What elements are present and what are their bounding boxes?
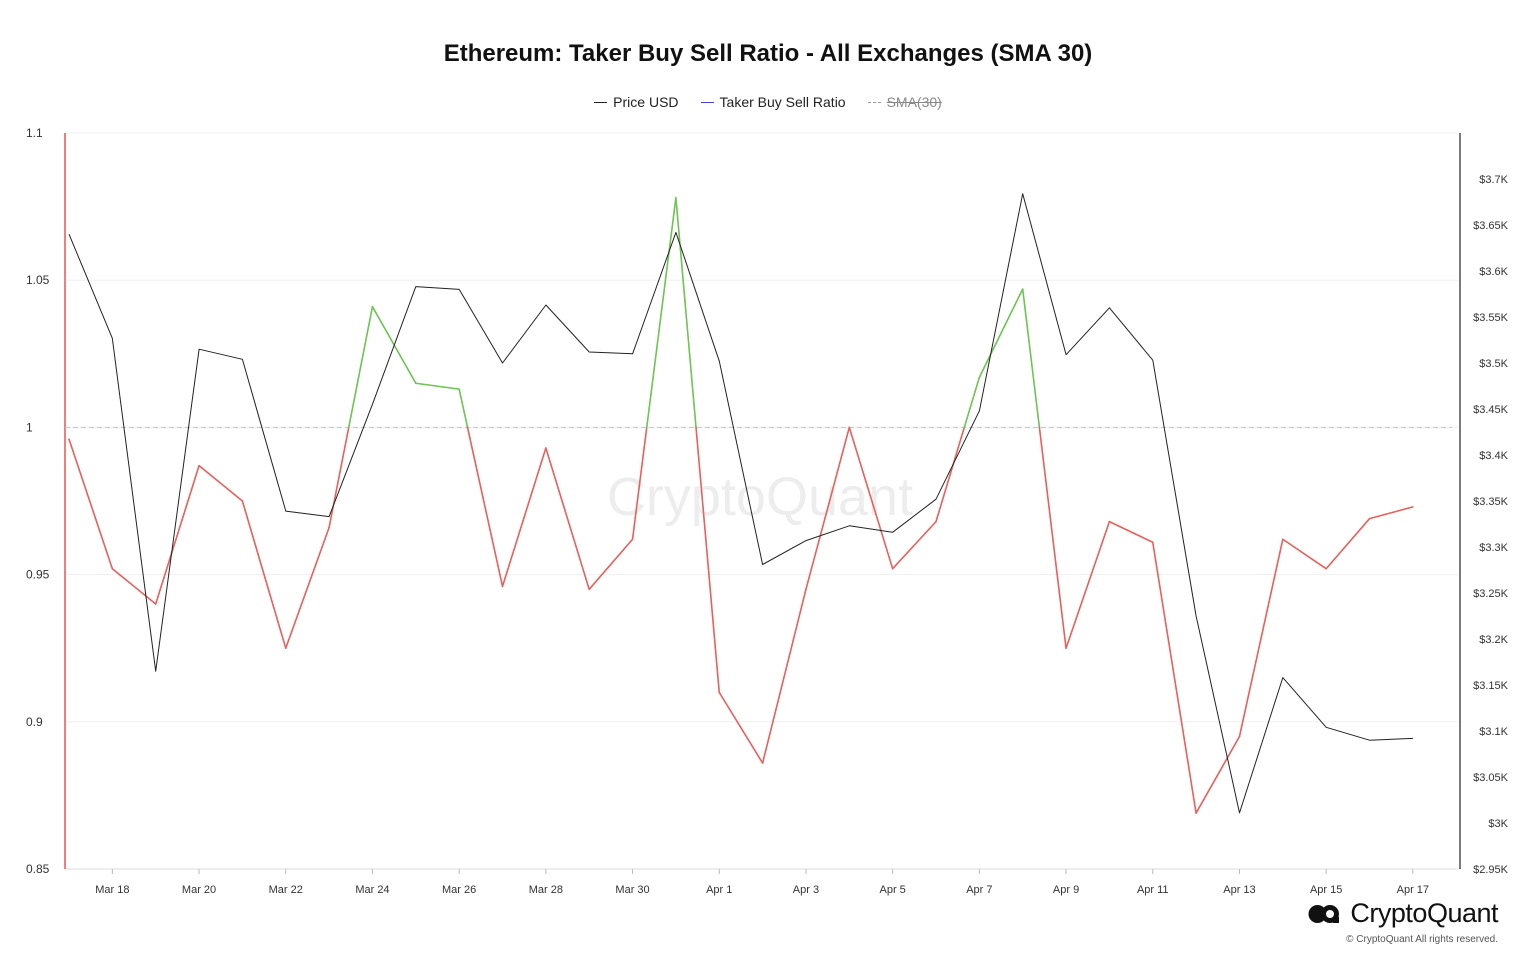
right-tick-label: $3.35K <box>1473 496 1509 508</box>
legend-label-price: Price USD <box>613 94 679 110</box>
ratio-segment <box>241 500 287 650</box>
ratio-segment <box>1195 735 1241 814</box>
x-tick-label: Apr 17 <box>1397 884 1429 896</box>
ratio-segment <box>695 426 721 694</box>
ratio-segment <box>718 691 764 764</box>
chart-title: Ethereum: Taker Buy Sell Ratio - All Exc… <box>443 40 1093 67</box>
ratio-series <box>68 196 1414 814</box>
ratio-segment <box>154 464 200 605</box>
legend-label-ratio: Taker Buy Sell Ratio <box>719 94 846 110</box>
ratio-segment <box>805 426 851 591</box>
ratio-segment <box>935 426 966 523</box>
cryptoquant-logo-icon <box>1308 904 1340 923</box>
legend-swatch-price <box>594 101 608 103</box>
ratio-segment <box>501 447 547 588</box>
right-tick-label: $3.4K <box>1479 450 1508 462</box>
ratio-segment <box>328 426 350 529</box>
ratio-segment <box>978 288 1024 379</box>
ratio-segment <box>891 520 937 570</box>
ratio-segment <box>848 426 894 570</box>
ratio-segment <box>645 196 677 429</box>
ratio-segment <box>1368 506 1414 520</box>
ratio-segment <box>1238 538 1284 738</box>
legend-swatch-sma <box>867 101 881 103</box>
x-axis-ticks: Mar 18 Mar 20 Mar 22 Mar 24 Mar 26 Mar 28 Mar … <box>95 869 1429 896</box>
left-tick-label: 0.9 <box>26 715 43 729</box>
x-tick-label: Apr 9 <box>1053 884 1079 896</box>
copyright-text: © CryptoQuant All rights reserved. <box>1346 934 1498 945</box>
ratio-segment <box>1021 288 1041 429</box>
x-tick-label: Mar 30 <box>615 884 649 896</box>
right-tick-label: $3.6K <box>1479 266 1508 278</box>
left-tick-label: 0.85 <box>26 862 50 876</box>
chart-legend: Price USD Taker Buy Sell Ratio SMA(30) <box>0 94 1536 110</box>
right-tick-label: $2.95K <box>1473 864 1509 876</box>
ratio-segment <box>1038 426 1067 650</box>
right-tick-label: $3.45K <box>1473 404 1509 416</box>
right-tick-label: $3.55K <box>1473 312 1509 324</box>
x-tick-label: Apr 5 <box>880 884 906 896</box>
x-tick-label: Mar 22 <box>269 884 303 896</box>
ratio-segment <box>1065 520 1111 650</box>
right-tick-label: $3.25K <box>1473 588 1509 600</box>
legend-item-price[interactable]: Price USD <box>594 94 679 110</box>
right-tick-label: $3.3K <box>1479 542 1508 554</box>
ratio-segment <box>347 305 374 429</box>
ratio-segment <box>761 588 807 764</box>
price-line <box>68 193 1413 814</box>
x-tick-label: Mar 18 <box>95 884 129 896</box>
x-tick-label: Mar 26 <box>442 884 476 896</box>
axes <box>64 133 1461 870</box>
left-tick-label: 1.05 <box>26 273 50 287</box>
ratio-segment <box>631 426 648 541</box>
x-tick-label: Apr 7 <box>966 884 992 896</box>
ratio-segment <box>1108 520 1154 544</box>
price-series <box>68 193 1413 814</box>
x-tick-label: Mar 24 <box>355 884 389 896</box>
x-tick-label: Apr 1 <box>706 884 732 896</box>
ratio-segment <box>198 464 244 502</box>
right-tick-label: $3.1K <box>1479 726 1508 738</box>
right-tick-label: $3.65K <box>1473 220 1509 232</box>
ratio-segment <box>466 426 504 588</box>
left-axis-ticks: 0.85 0.9 0.95 1 1.05 1.1 <box>26 126 50 876</box>
right-tick-label: $3.15K <box>1473 680 1509 692</box>
right-tick-label: $3.5K <box>1479 358 1508 370</box>
left-tick-label: 1 <box>26 420 33 434</box>
x-tick-label: Apr 13 <box>1223 884 1255 896</box>
right-axis-ticks: $2.95K $3K $3.05K $3.1K $3.15K $3.2K $3.25K $3.… <box>1473 174 1509 876</box>
ratio-segment <box>284 526 330 650</box>
ratio-segment <box>68 438 114 570</box>
ratio-segment <box>414 382 460 390</box>
ratio-segment <box>588 538 634 591</box>
left-tick-label: 0.95 <box>26 568 50 582</box>
left-tick-label: 1.1 <box>26 126 43 140</box>
ratio-segment <box>458 388 469 429</box>
legend-item-sma[interactable]: SMA(30) <box>867 94 942 110</box>
ratio-segment <box>111 567 157 605</box>
x-tick-label: Apr 11 <box>1137 884 1169 896</box>
ratio-segment <box>1282 538 1327 570</box>
ratio-segment <box>1325 517 1371 570</box>
brand-name: CryptoQuant <box>1350 898 1498 928</box>
legend-swatch-ratio <box>700 101 714 103</box>
right-tick-label: $3K <box>1488 818 1508 830</box>
x-tick-label: Apr 15 <box>1310 884 1342 896</box>
ratio-segment <box>1151 541 1197 814</box>
ratio-segment <box>545 447 591 591</box>
x-tick-label: Mar 28 <box>529 884 563 896</box>
right-tick-label: $3.05K <box>1473 772 1509 784</box>
ratio-segment <box>675 196 697 429</box>
brand-logo: CryptoQuant <box>1308 898 1498 929</box>
watermark-text: CryptoQuant <box>607 467 913 527</box>
right-tick-label: $3.7K <box>1479 174 1508 186</box>
x-tick-label: Apr 3 <box>793 884 819 896</box>
ratio-segment <box>963 376 981 429</box>
legend-label-sma: SMA(30) <box>886 94 942 110</box>
legend-item-ratio[interactable]: Taker Buy Sell Ratio <box>700 94 846 110</box>
right-tick-label: $3.2K <box>1479 634 1508 646</box>
x-tick-label: Mar 20 <box>182 884 216 896</box>
